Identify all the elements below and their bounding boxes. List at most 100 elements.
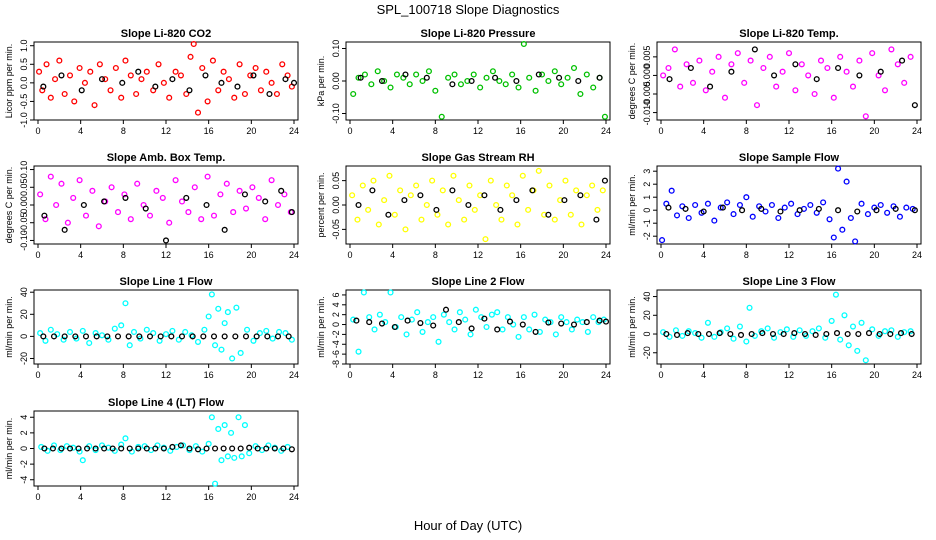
y-tick-label: 20 xyxy=(642,310,652,320)
y-axis-label: ml/min per min. xyxy=(316,296,326,358)
data-point xyxy=(39,87,46,94)
data-point xyxy=(558,81,565,88)
y-tick-label: 40 xyxy=(19,287,29,297)
panel-title: Slope Line 2 Flow xyxy=(432,276,525,288)
data-point xyxy=(194,446,202,453)
data-point xyxy=(869,326,876,333)
x-tick-label: 8 xyxy=(744,370,749,380)
x-tick-label: 0 xyxy=(347,126,352,136)
colored-series xyxy=(350,289,607,355)
data-point xyxy=(114,209,122,216)
data-point xyxy=(673,331,681,339)
data-point xyxy=(256,330,263,337)
data-point xyxy=(360,289,367,296)
data-point xyxy=(835,64,842,72)
data-point xyxy=(101,445,108,452)
data-point xyxy=(413,182,420,189)
plot-frame xyxy=(33,165,299,245)
data-point xyxy=(252,64,259,72)
data-point xyxy=(221,320,228,327)
data-point xyxy=(76,448,83,455)
data-point xyxy=(182,328,189,336)
y-tick-label: -0.10 xyxy=(19,230,29,251)
y-tick-label: -2 xyxy=(19,460,29,468)
y-tick-label: 2 xyxy=(19,430,29,435)
data-point xyxy=(696,57,703,64)
data-point xyxy=(75,445,82,452)
x-tick-label: 12 xyxy=(161,250,171,260)
data-point xyxy=(418,216,425,223)
data-point xyxy=(246,450,253,457)
chart-panel-2: Slope Li-820 Pressure 0 4 8 12 16 20 24 -0.10 0.0… xyxy=(316,28,611,136)
data-point xyxy=(590,314,597,321)
data-point xyxy=(402,71,409,78)
panel-title: Slope Line 3 Flow xyxy=(743,276,836,288)
data-point xyxy=(542,316,549,323)
data-point xyxy=(665,64,672,72)
x-tick-label: 20 xyxy=(869,370,879,380)
data-point xyxy=(570,321,578,328)
data-point xyxy=(177,442,184,449)
data-point xyxy=(142,205,149,212)
data-point xyxy=(911,207,918,214)
data-point xyxy=(695,330,702,338)
colored-series xyxy=(350,40,608,120)
data-point xyxy=(229,355,236,362)
data-point xyxy=(451,326,458,333)
data-point xyxy=(210,333,218,340)
y-tick-label: 1.0 xyxy=(19,39,29,52)
data-point xyxy=(61,226,68,233)
x-tick-label: 0 xyxy=(35,370,40,380)
data-point xyxy=(477,84,484,91)
data-point xyxy=(711,217,718,224)
data-point xyxy=(47,173,54,180)
data-point xyxy=(82,212,90,219)
data-point xyxy=(205,440,212,447)
x-tick-label: 8 xyxy=(433,250,438,260)
x-tick-label: 24 xyxy=(601,370,611,380)
data-point xyxy=(290,79,298,86)
data-point xyxy=(210,212,218,219)
data-point xyxy=(506,318,514,325)
data-point xyxy=(545,211,552,218)
data-point xyxy=(127,216,134,223)
y-tick-label: 2 xyxy=(331,312,341,317)
data-point xyxy=(812,331,819,339)
x-tick-label: 24 xyxy=(289,492,299,502)
data-point xyxy=(704,200,711,207)
plot-frame xyxy=(656,41,922,121)
data-point xyxy=(84,445,91,452)
plot-frame xyxy=(33,289,299,365)
x-tick-label: 4 xyxy=(78,126,83,136)
colored-series xyxy=(37,173,294,230)
x-tick-label: 20 xyxy=(558,370,568,380)
panel-title: Slope Li-820 Temp. xyxy=(739,28,838,40)
data-point xyxy=(762,208,769,215)
data-point xyxy=(835,207,842,214)
data-point xyxy=(186,87,193,94)
y-tick-label: -0.005 xyxy=(642,81,652,107)
data-point xyxy=(424,319,431,326)
data-point xyxy=(494,309,501,316)
data-point xyxy=(398,314,405,321)
data-point xyxy=(278,187,285,194)
data-point xyxy=(430,322,437,329)
data-point xyxy=(760,64,767,72)
x-tick-label: 16 xyxy=(516,126,526,136)
data-point xyxy=(682,205,689,212)
data-point xyxy=(826,216,833,223)
data-point xyxy=(162,237,170,244)
data-point xyxy=(488,311,495,318)
data-point xyxy=(186,445,193,452)
data-point xyxy=(387,289,394,296)
data-point xyxy=(601,113,608,120)
data-point xyxy=(519,172,526,179)
data-point xyxy=(155,61,162,68)
x-tick-label: 24 xyxy=(289,126,299,136)
data-point xyxy=(235,414,242,421)
data-point xyxy=(169,327,176,334)
data-point xyxy=(194,109,202,116)
x-tick-label: 12 xyxy=(784,250,794,260)
data-point xyxy=(887,330,894,338)
data-point xyxy=(247,72,254,79)
